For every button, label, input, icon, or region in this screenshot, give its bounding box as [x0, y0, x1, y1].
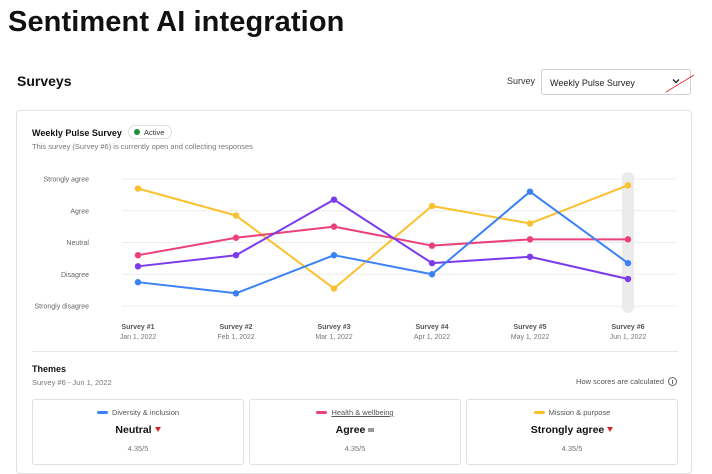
x-tick-date: Mar 1, 2022	[315, 334, 352, 341]
data-point	[134, 185, 142, 192]
x-tick-label: Survey #1	[121, 324, 154, 331]
y-tick-label: Strongly agree	[43, 177, 89, 184]
data-point	[232, 252, 240, 259]
theme-card-mission[interactable]: Mission & purpose Strongly agree 4.35/5	[466, 399, 678, 465]
survey-select[interactable]: Weekly Pulse Survey	[541, 69, 691, 95]
theme-value-text: Neutral	[115, 424, 152, 436]
data-point	[526, 253, 534, 260]
trend-flat-icon	[368, 428, 375, 430]
how-scores-calculated-label: How scores are calculated	[576, 377, 664, 386]
status-text: Active	[144, 127, 165, 137]
x-tick-date: Apr 1, 2022	[414, 334, 450, 341]
themes-subtitle: Survey #6 - Jun 1, 2022	[32, 378, 112, 387]
card-subtitle: This survey (Survey #6) is currently ope…	[32, 142, 253, 151]
x-tick-label: Survey #4	[415, 324, 448, 331]
theme-value: Agree	[250, 424, 460, 436]
data-point	[134, 263, 142, 270]
trend-down-icon	[154, 427, 161, 432]
trend-down-icon	[607, 427, 614, 432]
data-point	[526, 220, 534, 227]
data-point	[330, 223, 338, 230]
theme-swatch	[96, 411, 108, 414]
data-point	[624, 275, 632, 283]
theme-value: Neutral	[33, 424, 243, 436]
y-tick-label: Disagree	[61, 272, 89, 279]
x-tick-label: Survey #2	[219, 324, 252, 331]
surveys-heading: Surveys	[17, 73, 72, 89]
series-line	[137, 225, 628, 257]
data-point	[526, 236, 534, 243]
theme-score: 4.35/5	[344, 444, 366, 453]
theme-legend: Diversity & inclusion	[33, 408, 243, 417]
theme-card-diversity[interactable]: Diversity & inclusion Neutral 4.35/5	[32, 399, 244, 465]
data-point	[330, 196, 338, 203]
data-point	[428, 242, 436, 249]
data-point	[330, 252, 338, 259]
card-title: Weekly Pulse Survey	[32, 128, 122, 138]
y-tick-label: Neutral	[66, 240, 89, 247]
theme-value: Strongly agree	[467, 424, 677, 436]
divider	[32, 351, 678, 352]
x-tick-date: Jun 1, 2022	[610, 334, 647, 341]
data-point	[526, 188, 534, 195]
series-line	[137, 198, 629, 280]
theme-value-text: Strongly agree	[530, 424, 605, 436]
data-point	[134, 278, 142, 286]
survey-card: Weekly Pulse Survey Active This survey (…	[16, 110, 692, 474]
chevron-down-icon	[672, 79, 680, 84]
data-point	[134, 252, 142, 259]
themes-heading: Themes	[32, 364, 67, 374]
series-line	[137, 184, 629, 290]
x-tick-date: May 1, 2022	[511, 334, 550, 341]
data-point	[428, 259, 436, 267]
theme-swatch	[533, 411, 545, 414]
theme-value-text: Agree	[335, 424, 366, 436]
page-title: Sentiment AI integration	[8, 6, 345, 38]
status-badge: Active	[128, 125, 173, 139]
info-icon	[668, 377, 677, 386]
x-tick-label: Survey #6	[611, 324, 644, 331]
theme-score: 4.35/5	[127, 444, 149, 453]
data-point	[428, 271, 436, 278]
data-point	[428, 202, 436, 210]
how-scores-calculated-link[interactable]: How scores are calculated	[576, 377, 677, 386]
theme-score: 4.35/5	[561, 444, 583, 453]
red-strike-mark	[665, 74, 695, 93]
theme-legend: Mission & purpose	[467, 408, 677, 417]
data-point	[624, 236, 632, 243]
data-point	[624, 182, 632, 189]
data-point	[232, 290, 240, 297]
data-point	[330, 285, 338, 292]
sentiment-line-chart: Strongly disagree Disagree Neutral Agree Str…	[35, 172, 677, 341]
x-tick-label: Survey #3	[317, 324, 350, 331]
y-tick-label: Strongly disagree	[35, 304, 90, 311]
theme-label: Health & wellbeing	[331, 408, 394, 417]
x-tick-date: Feb 1, 2022	[217, 334, 254, 341]
series-line	[137, 190, 629, 295]
data-point	[232, 212, 240, 219]
survey-select-value: Weekly Pulse Survey	[550, 78, 635, 88]
theme-swatch	[316, 411, 328, 414]
theme-legend: Health & wellbeing	[250, 408, 460, 417]
x-tick-date: Jan 1, 2022	[120, 334, 157, 341]
x-tick-label: Survey #5	[513, 324, 546, 331]
theme-label: Mission & purpose	[548, 408, 611, 417]
data-point	[624, 259, 632, 267]
status-dot-icon	[134, 129, 140, 135]
data-point	[232, 234, 240, 241]
theme-card-health[interactable]: Health & wellbeing Agree 4.35/5	[249, 399, 461, 465]
survey-select-label: Survey	[507, 76, 536, 86]
y-tick-label: Agree	[70, 208, 89, 215]
theme-label: Diversity & inclusion	[111, 408, 180, 417]
